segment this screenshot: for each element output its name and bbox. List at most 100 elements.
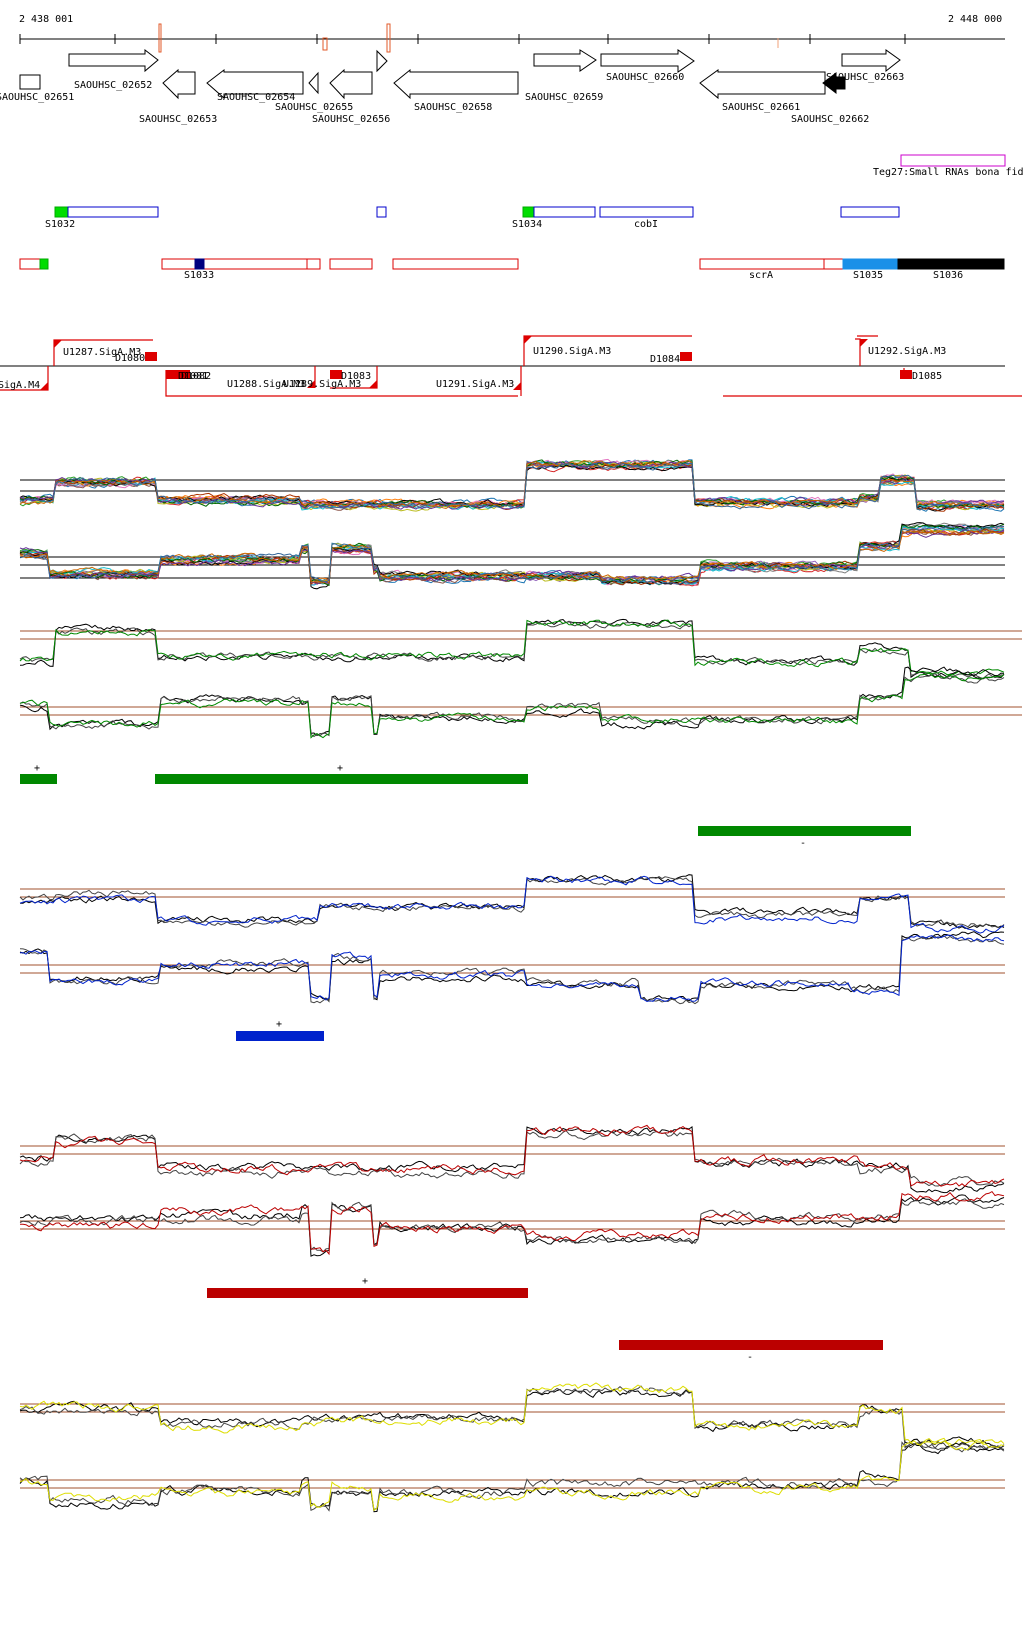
- gene-arrow-02654[interactable]: [206, 68, 304, 100]
- feature-box[interactable]: [392, 258, 519, 270]
- gene-arrow-02656[interactable]: [329, 68, 373, 100]
- gene-box-02651[interactable]: [19, 74, 41, 90]
- gene-label: SAOUHSC_02654: [217, 92, 295, 103]
- gene-arrow-02652[interactable]: [68, 48, 159, 73]
- ruler-end-coordinate: 2 448 000: [948, 14, 1002, 25]
- expression-trace: [19, 461, 1005, 510]
- gene-label: SAOUHSC_02651: [0, 92, 74, 103]
- annotation-box-teg27[interactable]: [900, 154, 1006, 167]
- gene-track: [19, 48, 901, 100]
- gene-arrow-02658[interactable]: [393, 68, 519, 100]
- expression-trace: [19, 1125, 1005, 1194]
- blue-upper-lines: [19, 874, 1005, 934]
- gene-label: SAOUHSC_02662: [791, 114, 869, 125]
- feature-box-s1035[interactable]: [842, 258, 899, 270]
- gene-arrow-02663[interactable]: [841, 49, 901, 73]
- condition-panel-blue: +: [19, 874, 1005, 1041]
- gene-arrow-02655[interactable]: [308, 71, 319, 95]
- expression-trace: [19, 673, 1005, 738]
- feature-box-s1033[interactable]: [161, 258, 308, 270]
- promoter-flag: [524, 336, 532, 344]
- segment-mark: -: [800, 838, 806, 849]
- gene-label: SAOUHSC_02656: [312, 114, 390, 125]
- feature-box-s1032[interactable]: [54, 206, 69, 218]
- promoter-track: U1287.SigA.M3 D1080 U1290.SigA.M3 D1084 …: [0, 335, 1022, 397]
- annotation-label: Teg27:Small RNAs bona fide: [873, 167, 1024, 178]
- feature-box[interactable]: [39, 258, 49, 270]
- feature-box[interactable]: [329, 258, 373, 270]
- expression-trace: [19, 666, 1005, 737]
- expression-trace: [19, 529, 1005, 585]
- expression-trace: [19, 672, 1005, 739]
- feature-label: S1034: [512, 219, 542, 230]
- feature-box[interactable]: [67, 206, 159, 218]
- segment-mark: +: [34, 763, 40, 774]
- promoter-label: U1289.SigA.M3: [283, 379, 361, 390]
- gene-label: SAOUHSC_02652: [74, 80, 152, 91]
- expression-trace: [19, 1129, 1005, 1187]
- feature-box[interactable]: [840, 206, 900, 218]
- feature-box-s1034[interactable]: [522, 206, 535, 218]
- promoter-flag: [513, 382, 521, 390]
- gene-arrow-02661[interactable]: [699, 69, 826, 100]
- promoter-label: U1292.SigA.M3: [868, 346, 946, 357]
- expression-profile-all-conditions: [19, 458, 1005, 590]
- promoter-flag: [369, 380, 377, 388]
- minus-feature-track: [19, 258, 1005, 270]
- feature-box-cobi[interactable]: [599, 206, 694, 218]
- expression-trace: [19, 934, 1005, 1003]
- expression-trace: [19, 1194, 1005, 1257]
- feature-box[interactable]: [376, 206, 387, 218]
- feature-label: S1036: [933, 270, 963, 281]
- promoter-flag: [40, 382, 48, 390]
- promoter-label: D1084: [650, 354, 680, 365]
- yellow-lower-lines: [19, 1440, 1005, 1513]
- segment-bar-plus: [155, 774, 528, 784]
- condition-panel-yellow: [19, 1382, 1005, 1513]
- promoter-label: U1291.SigA.M3: [436, 379, 514, 390]
- terminator-box: [145, 352, 157, 361]
- gene-label: SAOUHSC_02659: [525, 92, 603, 103]
- feature-box[interactable]: [194, 258, 205, 270]
- plus-transcripts: [53, 335, 878, 366]
- promoter-label: D1085: [912, 371, 942, 382]
- feature-label: cobI: [634, 219, 658, 230]
- feature-box[interactable]: [19, 258, 41, 270]
- expression-trace: [19, 525, 1005, 585]
- gene-arrow-02659[interactable]: [533, 49, 597, 72]
- segment-mark: +: [362, 1276, 368, 1287]
- expression-trace: [19, 1124, 1005, 1187]
- promoter-flag: [307, 380, 315, 388]
- feature-box-s1036[interactable]: [897, 258, 1005, 270]
- profile-lower-lines: [19, 522, 1005, 590]
- green-thresholds: [20, 630, 1022, 716]
- condition-panel-red: + -: [19, 1124, 1005, 1363]
- expression-trace: [19, 619, 1005, 676]
- feature-box[interactable]: [306, 258, 321, 270]
- segment-bar-minus: [698, 826, 911, 836]
- terminator-box: [900, 370, 912, 379]
- feature-label: S1035: [853, 270, 883, 281]
- gene-label: SAOUHSC_02655: [275, 102, 353, 113]
- expression-trace: [19, 528, 1005, 586]
- expression-trace: [19, 935, 1005, 1005]
- segment-bar-plus: [20, 774, 57, 784]
- segment-mark: -: [747, 1352, 753, 1363]
- feature-box-scra[interactable]: [699, 258, 825, 270]
- terminator-box: [180, 370, 190, 379]
- blue-thresholds: [20, 888, 1005, 974]
- coordinate-ruler: 2 438 001 2 448 000: [19, 14, 1005, 53]
- feature-box[interactable]: [533, 206, 596, 218]
- expression-trace: [19, 1441, 1005, 1512]
- gene-arrow-02660[interactable]: [600, 49, 695, 73]
- segment-mark: +: [337, 763, 343, 774]
- gene-arrow-02662[interactable]: [822, 71, 846, 95]
- gene-arrow-02653[interactable]: [162, 68, 196, 100]
- feature-box[interactable]: [823, 258, 844, 270]
- feature-label: scrA: [749, 270, 773, 281]
- gene-arrow-02657[interactable]: [376, 49, 388, 73]
- promoter-flag: [860, 339, 868, 347]
- terminator-box: [680, 352, 692, 361]
- expression-trace: [19, 1385, 1005, 1453]
